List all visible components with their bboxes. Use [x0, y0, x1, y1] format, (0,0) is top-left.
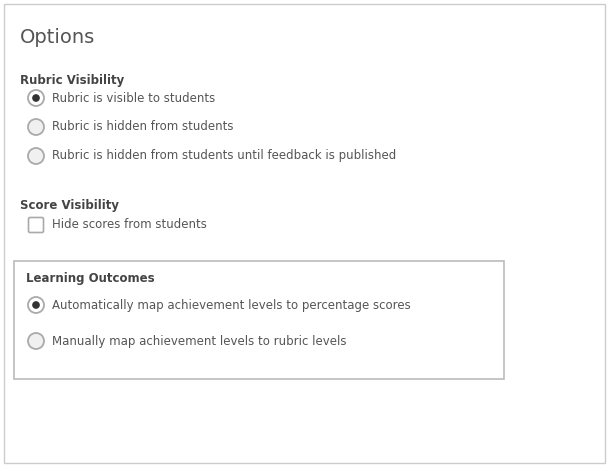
FancyBboxPatch shape — [4, 4, 605, 463]
Text: Rubric is visible to students: Rubric is visible to students — [52, 92, 215, 105]
Text: Score Visibility: Score Visibility — [20, 199, 119, 212]
FancyBboxPatch shape — [14, 261, 504, 379]
Circle shape — [28, 333, 44, 349]
Circle shape — [32, 94, 40, 102]
Circle shape — [28, 90, 44, 106]
Text: Rubric is hidden from students: Rubric is hidden from students — [52, 120, 233, 134]
FancyBboxPatch shape — [29, 218, 43, 233]
Text: Automatically map achievement levels to percentage scores: Automatically map achievement levels to … — [52, 298, 410, 311]
Circle shape — [28, 119, 44, 135]
Text: Learning Outcomes: Learning Outcomes — [26, 272, 155, 285]
Circle shape — [32, 301, 40, 309]
Circle shape — [28, 297, 44, 313]
Text: Options: Options — [20, 28, 95, 47]
Text: Hide scores from students: Hide scores from students — [52, 219, 207, 232]
Text: Manually map achievement levels to rubric levels: Manually map achievement levels to rubri… — [52, 334, 347, 347]
Text: Rubric is hidden from students until feedback is published: Rubric is hidden from students until fee… — [52, 149, 396, 163]
Text: Rubric Visibility: Rubric Visibility — [20, 74, 124, 87]
Circle shape — [28, 148, 44, 164]
